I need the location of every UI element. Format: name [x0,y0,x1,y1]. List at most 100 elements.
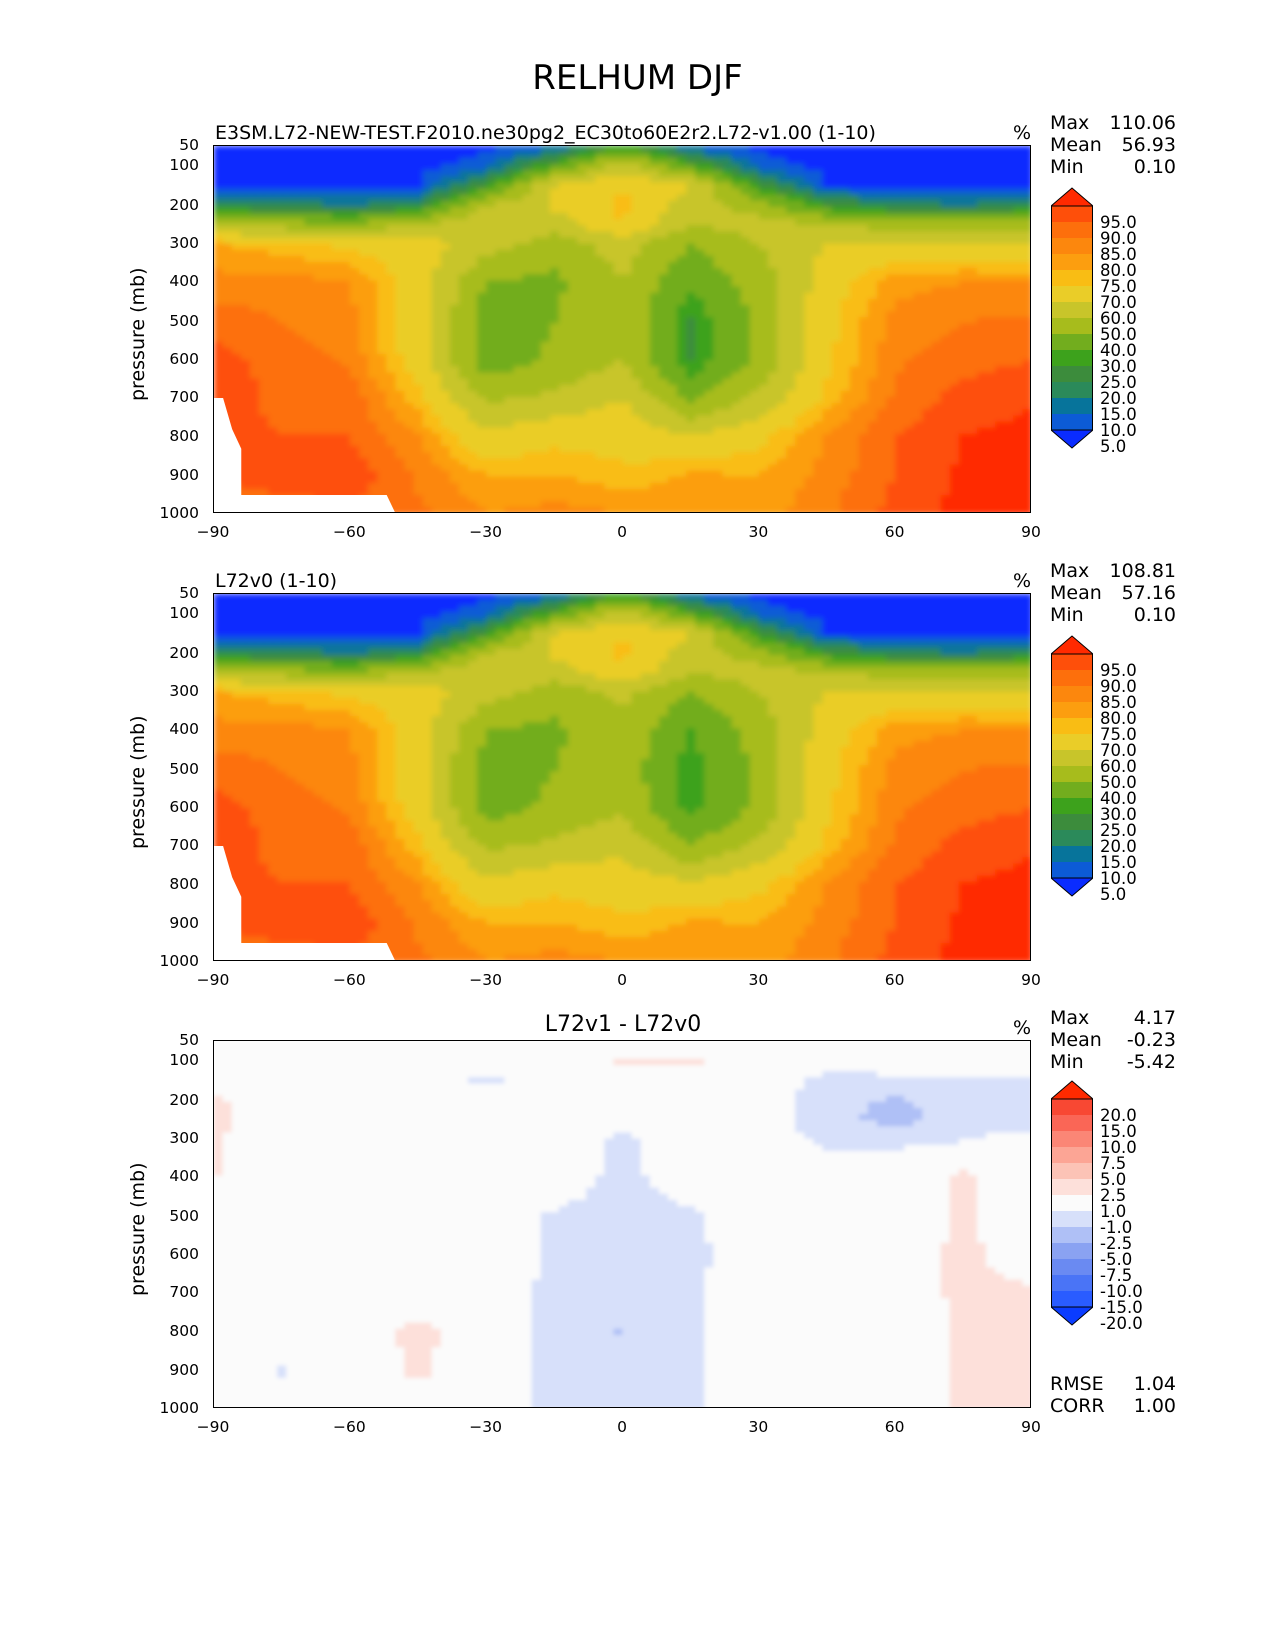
contour-field [214,594,1030,960]
stat-value: 1.00 [1133,1395,1176,1417]
stat-value: -5.42 [1126,1051,1176,1073]
y-tick-label: 800 [169,1322,199,1340]
stat-row: Min -5.42 [1050,1051,1176,1073]
y-tick-label: 300 [169,1129,199,1147]
colorbar-level-label: 90.0 [1100,677,1137,696]
y-tick-label: 200 [169,196,199,214]
x-tick-label: 60 [884,1418,905,1436]
panel-title: E3SM.L72-NEW-TEST.F2010.ne30pg2_EC30to60… [215,122,876,144]
y-tick-label: 600 [169,1245,199,1263]
figure-title: RELHUM DJF [532,58,743,98]
x-tick-label: 90 [1021,971,1041,989]
colorbar-swatch [1051,798,1093,814]
colorbar-level-label: 5.0 [1100,885,1127,904]
colorbar-swatch [1051,238,1093,254]
contour-plot [213,145,1031,513]
stat-label: Min [1050,156,1084,178]
colorbar-swatch [1051,302,1093,318]
y-tick-label: 50 [179,584,199,602]
stats-block: Max 108.81 Mean 57.16 Min 0.10 [1050,560,1176,626]
x-tick-label: −60 [332,971,366,989]
colorbar-level-label: 95.0 [1100,213,1137,232]
colorbar-swatch [1051,1115,1093,1131]
x-tick-label: −30 [469,523,503,541]
colorbar-extend-top [1049,1080,1095,1100]
colorbar-swatch [1051,1099,1093,1115]
y-tick-label: 700 [169,836,199,854]
x-tick-label: 30 [748,523,769,541]
colorbar-level-label: 75.0 [1100,725,1137,744]
y-tick-label: 100 [169,156,199,174]
colorbar-level-label: 15.0 [1100,1122,1137,1141]
colorbar-swatch [1051,1275,1093,1291]
colorbar-swatch [1051,1291,1093,1307]
colorbar-level-label: 85.0 [1100,245,1137,264]
colorbar-level-label: 1.0 [1100,1202,1127,1221]
colorbar-swatch [1051,382,1093,398]
contour-field [214,1041,1030,1407]
colorbar-level-label: 20.0 [1100,837,1137,856]
stat-value: 108.81 [1109,560,1176,582]
x-tick-label: 30 [748,971,769,989]
stat-row: Mean -0.23 [1050,1029,1176,1051]
x-tick-label: 90 [1021,523,1041,541]
x-tick-label: 0 [617,1418,627,1436]
colorbar-swatch [1051,814,1093,830]
y-tick-label: 400 [169,720,199,738]
y-tick-label: 50 [179,1031,199,1049]
stat-value: 56.93 [1121,134,1176,156]
stat-label: Mean [1050,1029,1102,1051]
colorbar-extend-top [1049,187,1095,207]
colorbar-level-label: 90.0 [1100,229,1137,248]
x-tick-label: 0 [617,971,627,989]
colorbar-level-label: 25.0 [1100,373,1137,392]
colorbar-swatch [1051,862,1093,878]
x-tick-label: −90 [196,971,230,989]
x-tick-label: −60 [332,1418,366,1436]
colorbar-swatch [1051,334,1093,350]
colorbar-level-label: 40.0 [1100,341,1137,360]
stat-row: Max 4.17 [1050,1007,1176,1029]
stat-label: CORR [1050,1395,1105,1417]
colorbar-swatch [1051,318,1093,334]
x-tick-label: −60 [332,523,366,541]
y-tick-label: 300 [169,234,199,252]
colorbar-level-label: -10.0 [1100,1282,1143,1301]
x-tick-label: −90 [196,523,230,541]
colorbar-swatch [1051,206,1093,222]
colorbar-swatch [1051,254,1093,270]
colorbar-swatch [1051,286,1093,302]
stat-row: CORR 1.00 [1050,1395,1176,1417]
footer-stats: RMSE 1.04 CORR 1.00 [1050,1373,1176,1417]
colorbar-level-label: 40.0 [1100,789,1137,808]
colorbar-level-label: 80.0 [1100,709,1137,728]
colorbar-swatch [1051,1211,1093,1227]
colorbar [1049,186,1095,482]
colorbar-extend-bottom [1049,1306,1095,1326]
colorbar-swatch [1051,1259,1093,1275]
colorbar [1049,634,1095,930]
colorbar-swatch [1051,846,1093,862]
colorbar-swatch [1051,1131,1093,1147]
y-tick-label: 200 [169,1091,199,1109]
y-tick-label: 900 [169,466,199,484]
units-label: % [1013,1017,1032,1039]
stat-label: Max [1050,1007,1090,1029]
units-label: % [1013,570,1032,592]
panel-title: L72v0 (1-10) [215,570,338,592]
colorbar-extend-bottom [1049,877,1095,897]
y-tick-label: 700 [169,388,199,406]
contour-plot [213,1040,1031,1408]
y-tick-label: 500 [169,1207,199,1225]
units-label: % [1013,122,1032,144]
topography-mask [214,398,395,512]
colorbar-level-label: -5.0 [1100,1250,1133,1269]
topography-mask [214,846,395,960]
x-tick-label: 60 [884,523,905,541]
panel-difference: L72v1 - L72v0% Max 4.17 Mean -0.23 Min -5.42 pr… [0,1007,1275,1453]
y-tick-label: 200 [169,644,199,662]
y-tick-label: 300 [169,682,199,700]
stat-value: -0.23 [1126,1029,1176,1051]
colorbar-level-label: 95.0 [1100,661,1137,680]
y-tick-label: 800 [169,875,199,893]
